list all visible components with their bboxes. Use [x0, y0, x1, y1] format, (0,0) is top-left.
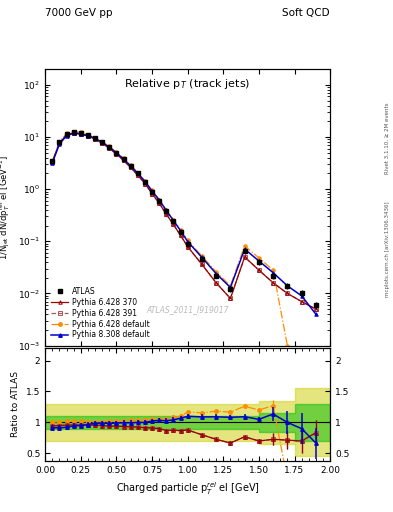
Text: Relative p$_T$ (track jets): Relative p$_T$ (track jets) — [125, 77, 251, 92]
Text: Rivet 3.1.10, ≥ 2M events: Rivet 3.1.10, ≥ 2M events — [385, 102, 389, 174]
Text: mcplots.cern.ch [arXiv:1306.3436]: mcplots.cern.ch [arXiv:1306.3436] — [385, 201, 389, 296]
Y-axis label: Ratio to ATLAS: Ratio to ATLAS — [11, 372, 20, 437]
Text: Soft QCD: Soft QCD — [283, 8, 330, 18]
X-axis label: Charged particle p$_T^{rel}$ el [GeV]: Charged particle p$_T^{rel}$ el [GeV] — [116, 480, 259, 497]
Text: ATLAS_2011_I919017: ATLAS_2011_I919017 — [147, 305, 229, 314]
Legend: ATLAS, Pythia 6.428 370, Pythia 6.428 391, Pythia 6.428 default, Pythia 8.308 de: ATLAS, Pythia 6.428 370, Pythia 6.428 39… — [49, 285, 152, 342]
Y-axis label: 1/N$_\mathrm{jet}$ dN/dp$_T^\mathrm{rel}$ el [GeV$^{-1}$]: 1/N$_\mathrm{jet}$ dN/dp$_T^\mathrm{rel}… — [0, 155, 13, 260]
Text: 7000 GeV pp: 7000 GeV pp — [45, 8, 113, 18]
